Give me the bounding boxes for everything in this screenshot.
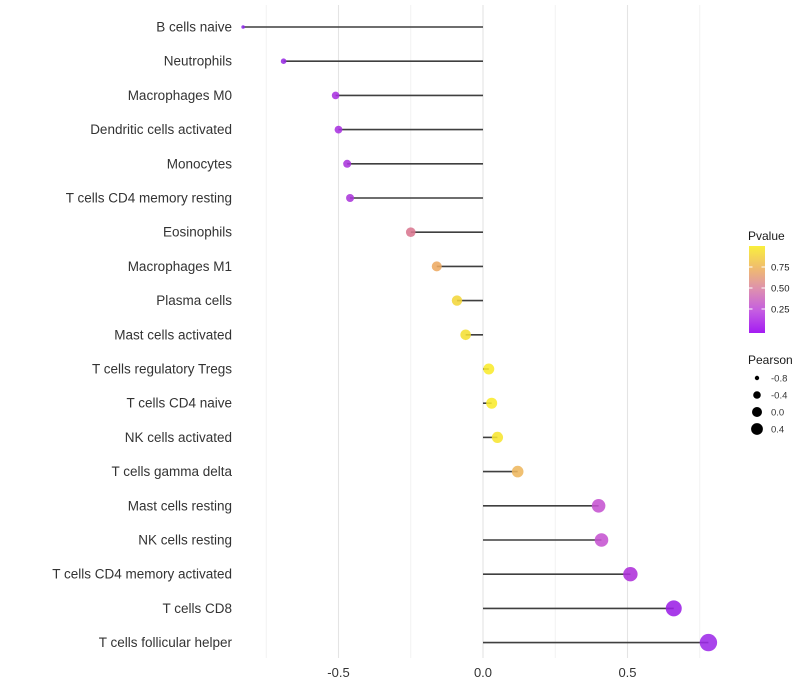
pearson-size-label: 0.4 bbox=[771, 425, 784, 436]
y-axis-label: NK cells resting bbox=[138, 533, 232, 548]
y-axis-label: T cells CD4 memory resting bbox=[66, 191, 232, 206]
pearson-size-dot bbox=[753, 391, 761, 399]
lollipop-dot bbox=[431, 261, 442, 272]
y-axis-label: Dendritic cells activated bbox=[90, 122, 232, 137]
pearson-legend-items: -0.8 -0.4 0.0 0.4 bbox=[751, 374, 787, 436]
pvalue-tick-label: 0.25 bbox=[771, 305, 790, 316]
lollipop-dot bbox=[280, 58, 287, 64]
lollipop-dot bbox=[334, 125, 343, 134]
y-axis-label: Mast cells activated bbox=[114, 327, 232, 342]
y-axis-label: T cells CD4 memory activated bbox=[52, 567, 232, 582]
pearson-legend-title: Pearson bbox=[748, 353, 793, 367]
pearson-size-dot bbox=[751, 423, 763, 435]
lollipop-segments bbox=[243, 26, 709, 644]
pvalue-legend: Pvalue 0.75 0.50 0.25 bbox=[748, 229, 790, 333]
pearson-size-label: 0.0 bbox=[771, 408, 784, 419]
x-axis-tick-labels: -0.5 0.0 0.5 bbox=[327, 665, 636, 680]
y-axis-label: NK cells activated bbox=[125, 430, 232, 445]
pearson-size-dot bbox=[754, 375, 760, 381]
x-axis-tick-label: 0.5 bbox=[618, 665, 636, 680]
grid-minor-lines bbox=[265, 5, 701, 658]
lollipop-dot bbox=[486, 397, 498, 409]
pvalue-legend-title: Pvalue bbox=[748, 229, 785, 243]
pearson-legend: Pearson -0.8 -0.4 0.0 0.4 bbox=[748, 353, 793, 436]
lollipop-dot bbox=[665, 600, 682, 617]
pvalue-tick-label: 0.75 bbox=[771, 263, 790, 274]
x-axis-tick-label: 0.0 bbox=[474, 665, 492, 680]
pearson-size-dot bbox=[752, 407, 762, 417]
lollipop-dot bbox=[460, 329, 471, 341]
pearson-size-label: -0.4 bbox=[771, 391, 787, 402]
y-axis-label: Monocytes bbox=[167, 156, 233, 171]
lollipop-dot bbox=[511, 465, 524, 478]
y-axis-label: T cells regulatory Tregs bbox=[92, 362, 232, 377]
lollipop-dot bbox=[491, 431, 504, 443]
lollipop-dot bbox=[346, 194, 355, 202]
y-axis-label: Macrophages M0 bbox=[128, 88, 232, 103]
lollipop-dots bbox=[241, 25, 718, 652]
y-axis-label: Plasma cells bbox=[156, 293, 232, 308]
y-axis-label: T cells CD8 bbox=[162, 601, 232, 616]
pearson-size-label: -0.8 bbox=[771, 374, 787, 385]
lollipop-dot bbox=[591, 499, 606, 513]
y-axis-label: T cells CD4 naive bbox=[126, 396, 232, 411]
y-axis-label: T cells follicular helper bbox=[99, 635, 233, 650]
y-axis-label: T cells gamma delta bbox=[111, 464, 232, 479]
y-axis-label: Macrophages M1 bbox=[128, 259, 232, 274]
lollipop-dot bbox=[451, 295, 463, 306]
y-axis-label: B cells naive bbox=[156, 20, 232, 35]
y-axis-labels: B cells naive Neutrophils Macrophages M0 De… bbox=[52, 20, 232, 651]
lollipop-dot bbox=[343, 159, 352, 168]
lollipop-dot bbox=[699, 633, 718, 652]
lollipop-dot bbox=[405, 227, 416, 237]
lollipop-dot bbox=[483, 363, 495, 375]
pvalue-colorbar-ticks: 0.75 0.50 0.25 bbox=[749, 263, 790, 316]
pvalue-colorbar bbox=[749, 246, 765, 333]
pvalue-tick-label: 0.50 bbox=[771, 284, 790, 295]
y-axis-label: Eosinophils bbox=[163, 225, 232, 240]
y-axis-label: Mast cells resting bbox=[128, 498, 232, 513]
y-axis-label: Neutrophils bbox=[164, 54, 233, 69]
lollipop-dot bbox=[331, 91, 340, 100]
lollipop-dot bbox=[623, 567, 638, 582]
grid-major-lines bbox=[337, 5, 629, 658]
x-axis-tick-label: -0.5 bbox=[327, 665, 349, 680]
lollipop-dot bbox=[241, 25, 245, 29]
lollipop-dot bbox=[594, 533, 609, 547]
